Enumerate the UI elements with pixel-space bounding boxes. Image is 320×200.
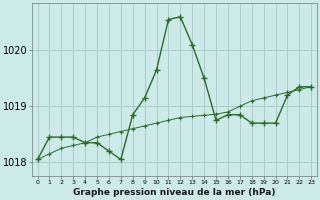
X-axis label: Graphe pression niveau de la mer (hPa): Graphe pression niveau de la mer (hPa) [73, 188, 276, 197]
